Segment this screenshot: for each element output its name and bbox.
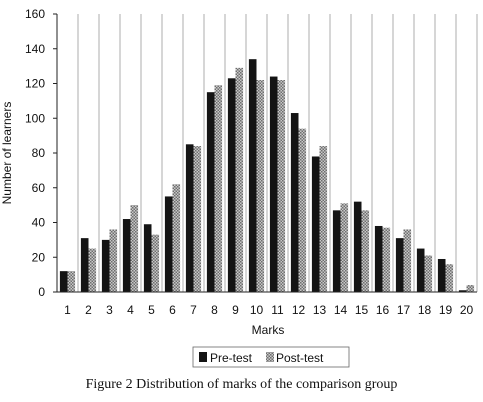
- x-tick-labels: 1 2 3 4 5 6 7 8 9 10 11 12 13 14 15 16 17 18 19 20: [64, 303, 473, 317]
- bar-pre-test-13: [311, 156, 320, 292]
- bar-post-test-4: [130, 205, 139, 292]
- y-tick-label: 40: [32, 216, 46, 230]
- x-tick-label: 5: [148, 303, 155, 317]
- bar-post-test-2: [88, 248, 97, 292]
- y-axis-label: Number of learners: [0, 102, 14, 205]
- legend-label-pre-test: Pre-test: [210, 351, 253, 365]
- bar-post-test-9: [235, 67, 244, 292]
- y-tick-label: 160: [25, 7, 45, 21]
- legend-swatch-post-test: [266, 352, 274, 362]
- grid-lines: [56, 14, 478, 292]
- x-tick-label: 12: [292, 303, 306, 317]
- legend-swatch-pre-test: [199, 352, 207, 362]
- bar-pre-test-7: [185, 144, 194, 292]
- x-axis-label: Marks: [252, 323, 285, 337]
- bar-post-test-13: [319, 146, 328, 292]
- bar-post-test-3: [109, 229, 118, 292]
- bar-pre-test-19: [437, 258, 446, 292]
- bar-pre-test-20: [458, 290, 467, 292]
- bar-pre-test-12: [290, 113, 299, 292]
- axes: [53, 13, 477, 293]
- x-tick-label: 17: [397, 303, 411, 317]
- bar-post-test-11: [277, 80, 286, 293]
- bar-pre-test-14: [332, 210, 341, 292]
- bar-pre-test-5: [143, 224, 152, 292]
- y-tick-label: 60: [32, 181, 46, 195]
- y-tick-label: 120: [25, 77, 45, 91]
- bar-pre-test-10: [248, 59, 257, 292]
- x-tick-label: 14: [334, 303, 348, 317]
- bar-pre-test-18: [416, 248, 425, 292]
- x-tick-label: 7: [190, 303, 197, 317]
- x-tick-label: 10: [250, 303, 264, 317]
- x-tick-label: 20: [460, 303, 474, 317]
- x-tick-label: 19: [439, 303, 453, 317]
- bar-pre-test-16: [374, 225, 383, 292]
- y-tick-label: 80: [32, 146, 46, 160]
- bar-post-test-20: [466, 285, 475, 292]
- x-tick-label: 13: [313, 303, 327, 317]
- bar-post-test-16: [382, 227, 391, 292]
- bar-pre-test-8: [206, 92, 215, 292]
- bar-pre-test-1: [59, 271, 68, 292]
- bar-post-test-10: [256, 80, 265, 293]
- bar-pre-test-9: [227, 78, 236, 292]
- bar-pre-test-11: [269, 76, 278, 292]
- bars: [59, 59, 475, 293]
- bar-post-test-12: [298, 128, 307, 292]
- bar-post-test-7: [193, 146, 202, 292]
- y-tick-label: 20: [32, 250, 46, 264]
- bar-post-test-8: [214, 85, 223, 292]
- legend-label-post-test: Post-test: [276, 351, 324, 365]
- x-tick-label: 8: [211, 303, 218, 317]
- bar-pre-test-15: [353, 201, 362, 292]
- x-tick-label: 15: [355, 303, 369, 317]
- y-tick-label: 140: [25, 42, 45, 56]
- bar-pre-test-3: [101, 239, 110, 292]
- x-tick-label: 11: [271, 303, 284, 317]
- bar-post-test-15: [361, 210, 370, 292]
- bar-post-test-5: [151, 234, 160, 292]
- x-tick-label: 6: [169, 303, 176, 317]
- bar-pre-test-4: [122, 219, 131, 292]
- bar-pre-test-6: [164, 196, 173, 292]
- x-tick-label: 4: [127, 303, 134, 317]
- y-tick-labels: 0 20 40 60 80 100 120 140 160: [25, 7, 45, 299]
- x-tick-label: 16: [376, 303, 390, 317]
- legend: Pre-test Post-test: [192, 346, 350, 368]
- y-tick-label: 0: [38, 285, 45, 299]
- y-tick-label: 100: [25, 111, 45, 125]
- figure-caption: Figure 2 Distribution of marks of the co…: [85, 377, 398, 392]
- bar-pre-test-2: [80, 238, 89, 292]
- x-tick-label: 3: [106, 303, 113, 317]
- bar-post-test-14: [340, 203, 349, 292]
- x-tick-label: 18: [418, 303, 432, 317]
- bar-pre-test-17: [395, 238, 404, 292]
- x-tick-label: 1: [64, 303, 71, 317]
- x-tick-label: 9: [232, 303, 239, 317]
- bar-post-test-18: [424, 255, 433, 292]
- x-tick-label: 2: [85, 303, 92, 317]
- bar-post-test-17: [403, 229, 412, 292]
- bar-post-test-19: [445, 264, 454, 292]
- bar-post-test-1: [67, 271, 76, 292]
- bar-post-test-6: [172, 184, 181, 292]
